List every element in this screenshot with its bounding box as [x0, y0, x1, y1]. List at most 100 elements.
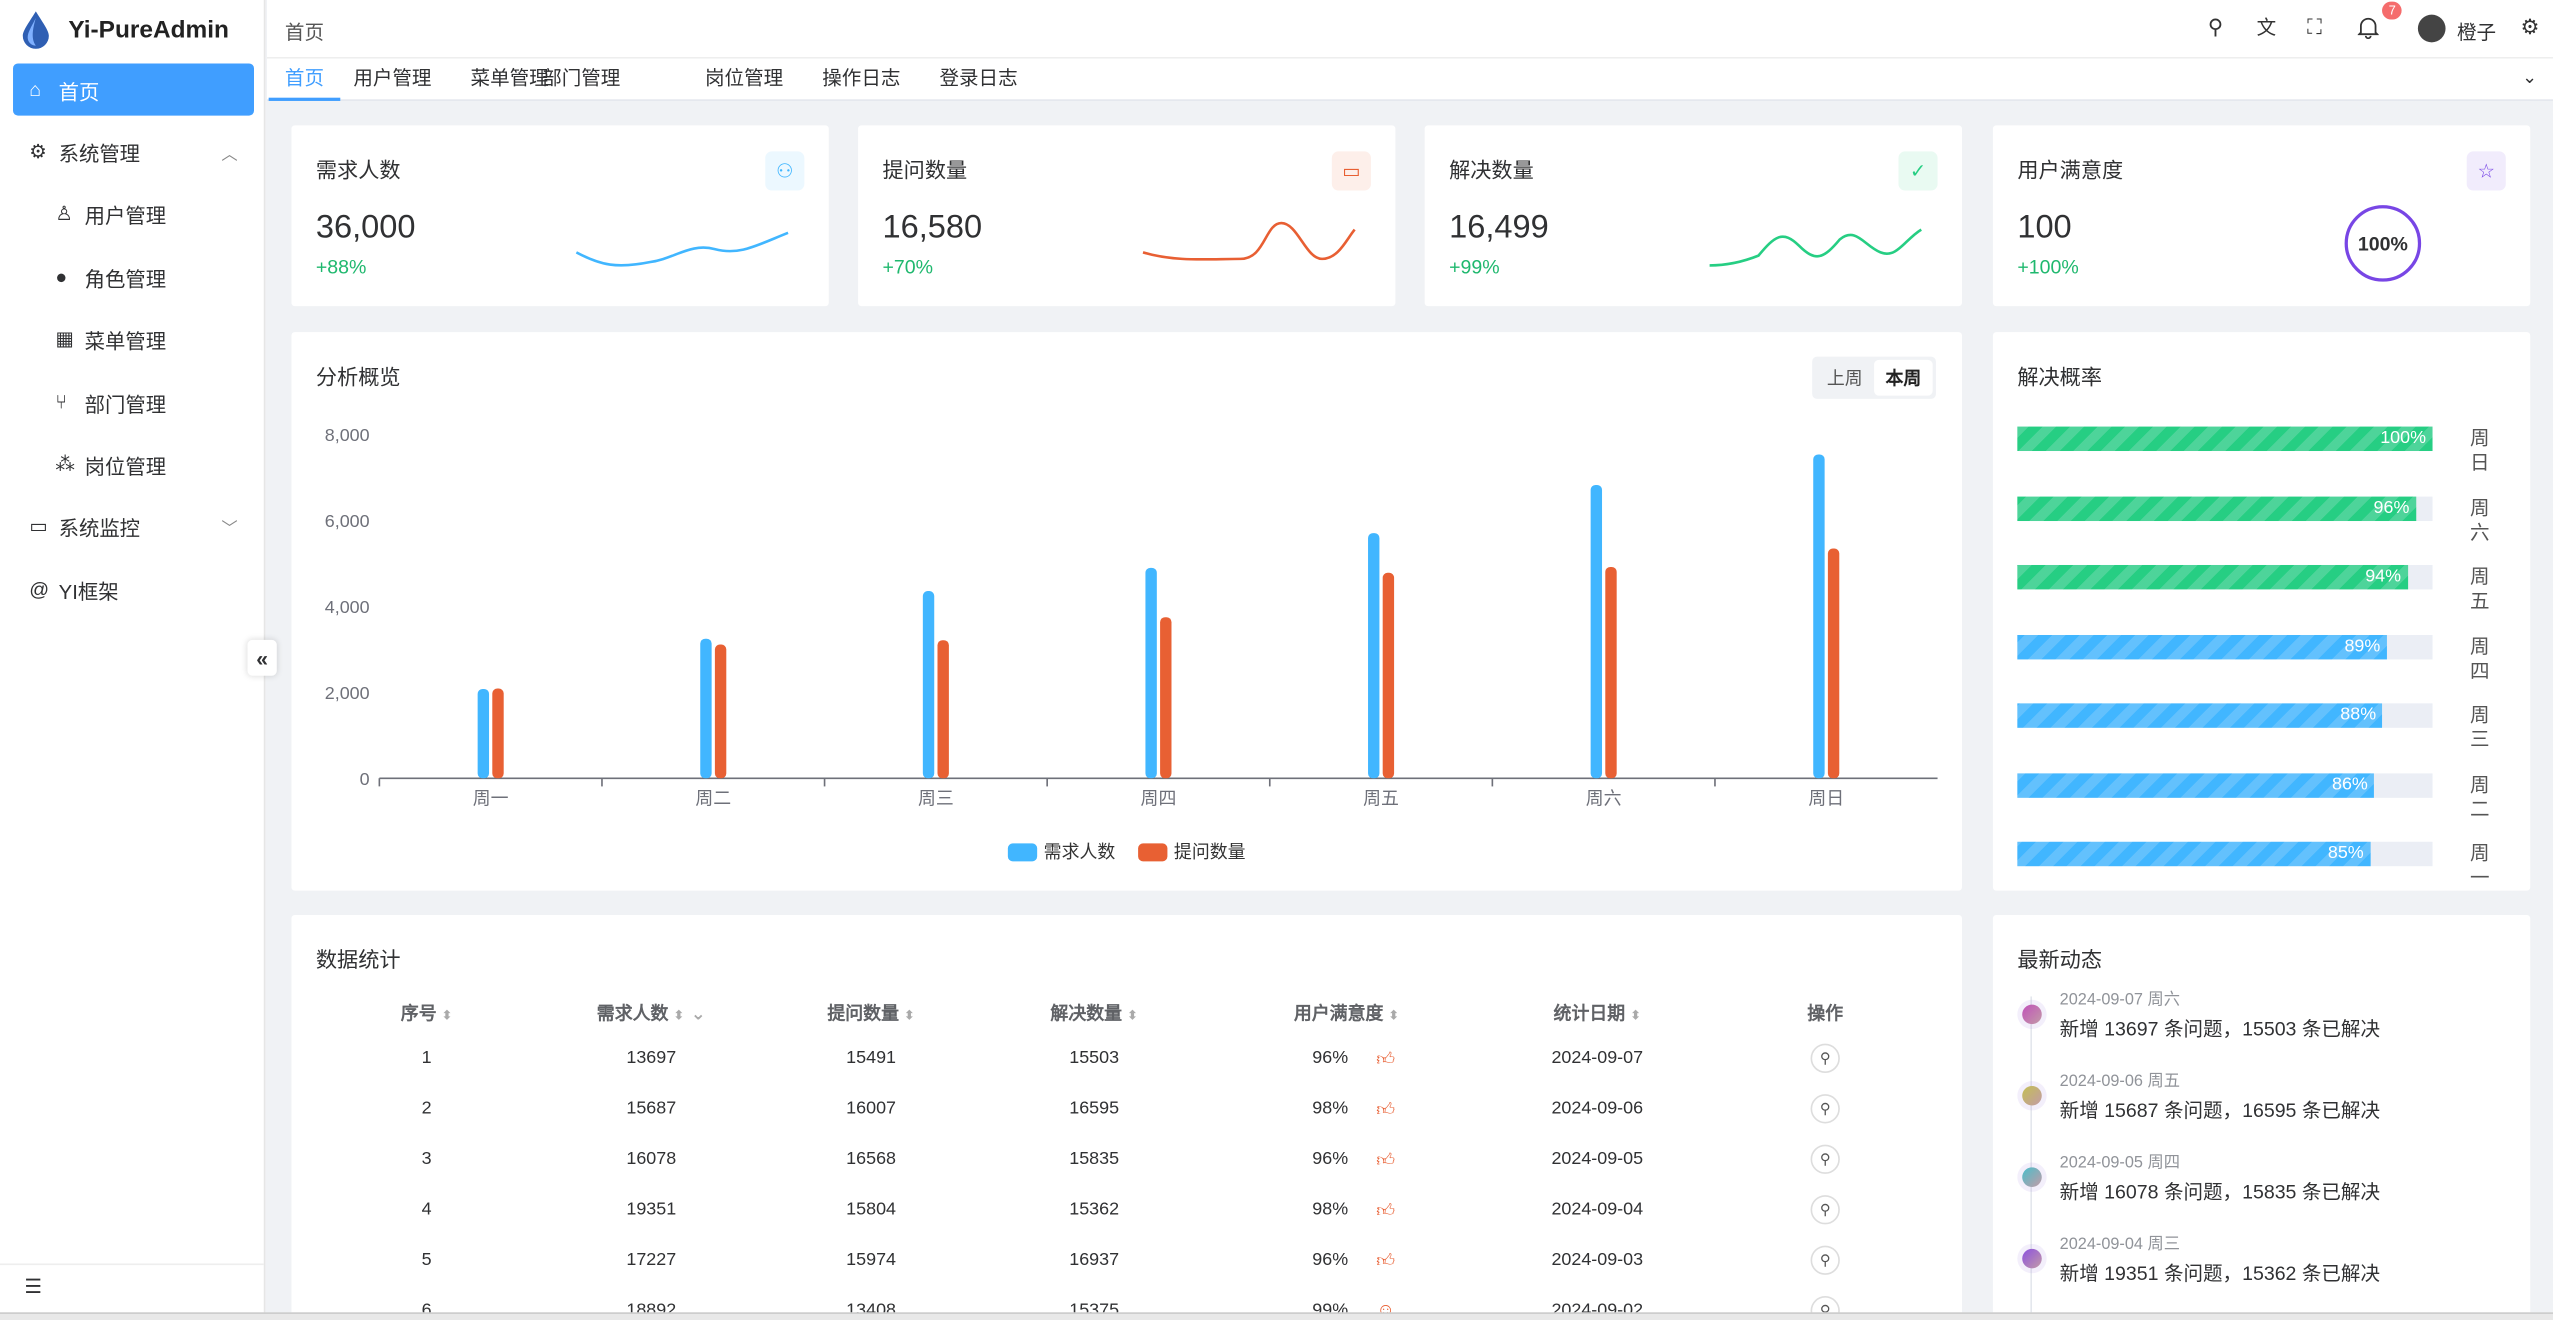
header: 首页: [267, 0, 2553, 59]
chevron-down-icon: ﹀: [221, 520, 238, 539]
view-detail-button[interactable]: ⚲: [1810, 1245, 1840, 1275]
sidebar-item-6[interactable]: ⁂ 岗位管理: [13, 438, 254, 490]
sidebar-item-label: 首页: [58, 80, 100, 104]
sparkline: [1142, 221, 1356, 261]
tab-3[interactable]: 部门管理: [542, 66, 621, 90]
rate-row: 89% 周四: [2017, 634, 2505, 681]
sort-icon[interactable]: ⬍: [1630, 1007, 1641, 1023]
menu-fold-icon[interactable]: ☰: [24, 1274, 42, 1298]
user-icon: ♙: [55, 201, 73, 225]
tab-4[interactable]: 岗位管理: [705, 66, 784, 90]
view-detail-button[interactable]: ⚲: [1810, 1296, 1840, 1320]
view-detail-button[interactable]: ⚲: [1810, 1144, 1840, 1174]
bell-icon[interactable]: [2357, 16, 2379, 40]
tab-1[interactable]: 用户管理: [353, 66, 432, 90]
column-header[interactable]: 操作: [1807, 1000, 1843, 1026]
table-cell: 16078: [626, 1149, 677, 1170]
sidebar-item-3[interactable]: ● 角色管理: [13, 251, 254, 303]
chat-icon: ▭: [1331, 151, 1371, 191]
tab-2[interactable]: 菜单管理: [470, 66, 549, 90]
view-detail-button[interactable]: ⚲: [1810, 1195, 1840, 1225]
rate-fill: 96%: [2017, 495, 2416, 521]
bar-需求人数-周四: [1145, 567, 1157, 779]
sort-icon[interactable]: ⬍: [1126, 1007, 1138, 1023]
sidebar-item-5[interactable]: ⑂ 部门管理: [13, 376, 254, 428]
rate-day: 周日: [2469, 426, 2490, 474]
x-tick-label: 周四: [1141, 788, 1177, 808]
tab-0[interactable]: 首页: [268, 59, 341, 101]
bar-需求人数-周五: [1368, 533, 1380, 779]
legend-label: 提问数量: [1174, 842, 1246, 862]
sidebar-item-4[interactable]: ▦ 菜单管理: [13, 313, 254, 365]
sidebar-item-label: 部门管理: [84, 393, 167, 417]
breadcrumb[interactable]: 首页: [284, 21, 325, 44]
column-header[interactable]: 提问数量 ⬍: [827, 1000, 914, 1026]
sort-icon[interactable]: ⬍: [673, 1007, 685, 1023]
rate-fill: 86%: [2017, 772, 2375, 798]
sort-icon[interactable]: ⬍: [441, 1007, 453, 1023]
view-detail-button[interactable]: ⚲: [1810, 1094, 1840, 1124]
last-week-option[interactable]: 上周: [1826, 369, 1863, 390]
tab-6[interactable]: 登录日志: [939, 66, 1018, 90]
horizontal-scrollbar[interactable]: [0, 1312, 2553, 1320]
settings-gear-icon[interactable]: ⚙: [2520, 14, 2540, 40]
sidebar-item-0[interactable]: ⌂ 首页: [13, 63, 254, 116]
bar-需求人数-周三: [922, 591, 935, 779]
view-detail-button[interactable]: ⚲: [1810, 1043, 1840, 1073]
table-cell: 2: [421, 1099, 432, 1119]
rate-fill: 85%: [2017, 841, 2371, 867]
search-icon[interactable]: ⚲: [2207, 14, 2224, 40]
column-header-label: 解决数量: [1050, 1004, 1123, 1025]
bar-提问数量-周四: [1160, 617, 1172, 779]
tabs-more-chevron-icon[interactable]: ⌄: [2522, 68, 2538, 88]
rate-progress-bar: 85%: [2017, 841, 2433, 867]
rate-fill: 88%: [2017, 703, 2383, 728]
rate-row: 100% 周日: [2017, 426, 2505, 474]
rate-day: 周四: [2469, 634, 2490, 682]
rate-day: 周一: [2469, 841, 2490, 889]
bar-提问数量-周六: [1605, 566, 1617, 779]
column-header[interactable]: 解决数量 ⬍: [1050, 1000, 1137, 1026]
table-cell: 15491: [846, 1048, 896, 1069]
stat-card-3: 用户满意度 ☆ 100 +100% 100%: [1992, 125, 2531, 307]
rate-progress-bar: 89%: [2017, 634, 2433, 659]
table-cell: 19351: [626, 1199, 677, 1220]
table-cell: 4: [421, 1199, 432, 1220]
y-tick-label: 8,000: [325, 425, 370, 445]
monitor-icon: ▭: [29, 514, 48, 538]
this-week-option[interactable]: 本周: [1874, 359, 1933, 396]
sidebar-item-2[interactable]: ♙ 用户管理: [13, 187, 254, 239]
filter-chevron-icon[interactable]: ⌄: [690, 1004, 706, 1025]
column-header[interactable]: 用户满意度 ⬍: [1294, 1000, 1399, 1026]
bar-提问数量-周三: [937, 640, 949, 779]
user-name[interactable]: 橙子: [2456, 21, 2497, 44]
thumbs-up-icon: 👍︎: [1376, 1151, 1395, 1171]
x-tick-label: 周五: [1363, 788, 1399, 808]
stat-change: +100%: [2017, 255, 2079, 279]
stat-title: 用户满意度: [2017, 157, 2124, 183]
logo[interactable]: Yi-PureAdmin: [20, 10, 229, 49]
column-header-label: 用户满意度: [1293, 1004, 1384, 1025]
tab-5[interactable]: 操作日志: [822, 66, 901, 90]
column-header[interactable]: 需求人数 ⬍ ⌄: [597, 1000, 706, 1026]
sidebar-item-8[interactable]: @ YI框架: [13, 563, 254, 615]
fullscreen-icon[interactable]: ⛶: [2307, 14, 2322, 40]
sort-icon[interactable]: ⬍: [1388, 1007, 1400, 1023]
sidebar-item-1[interactable]: ⚙ 系统管理 ︿: [13, 125, 254, 177]
stat-card-1: 提问数量 ▭ 16,580 +70%: [858, 125, 1396, 307]
table-cell: 15687: [626, 1099, 677, 1119]
table-cell: 16595: [1069, 1099, 1120, 1119]
avatar[interactable]: [2417, 14, 2446, 43]
column-header[interactable]: 序号 ⬍: [401, 1000, 453, 1026]
column-header[interactable]: 统计日期 ⬍: [1554, 1000, 1641, 1026]
sparkline-path: [1709, 228, 1922, 267]
bar-需求人数-周一: [477, 688, 490, 779]
collapse-sidebar-button[interactable]: «: [247, 639, 277, 676]
sidebar-item-7[interactable]: ▭ 系统监控 ﹀: [13, 500, 254, 552]
table-cell: 2024-09-05: [1551, 1149, 1644, 1170]
rate-fill: 100%: [2017, 426, 2433, 452]
translate-icon[interactable]: 文: [2256, 16, 2277, 40]
sparkline-path: [575, 231, 789, 267]
star-icon: ☆: [2466, 151, 2506, 191]
sort-icon[interactable]: ⬍: [903, 1007, 915, 1023]
